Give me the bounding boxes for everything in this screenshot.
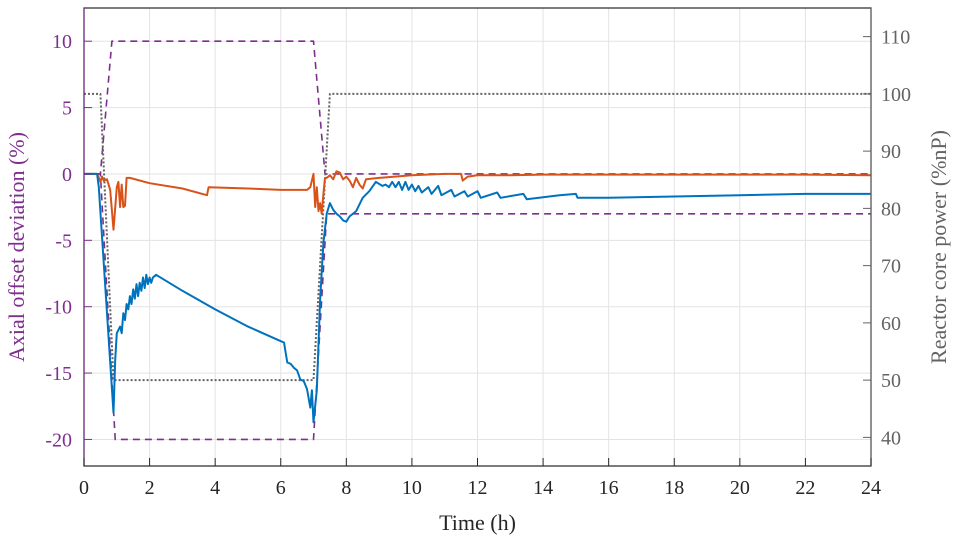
right-y-tick-label: 60 bbox=[881, 313, 901, 335]
x-tick-label: 8 bbox=[341, 477, 351, 499]
series-line-3 bbox=[84, 92, 871, 382]
right-y-tick-label: 50 bbox=[881, 370, 901, 392]
series-line-4 bbox=[84, 170, 872, 231]
x-tick-label: 20 bbox=[730, 477, 750, 499]
left-y-axis-title: Axial offset deviation (%) bbox=[4, 132, 29, 362]
x-tick-label: 4 bbox=[210, 477, 220, 499]
x-tick-label: 18 bbox=[664, 477, 684, 499]
x-tick-label: 10 bbox=[402, 477, 422, 499]
right-y-tick-label: 100 bbox=[881, 84, 911, 106]
x-tick-label: 6 bbox=[276, 477, 286, 499]
x-tick-label: 24 bbox=[861, 477, 881, 499]
x-tick-label: 2 bbox=[145, 477, 155, 499]
right-y-tick-label: 80 bbox=[881, 198, 901, 220]
grid-lines bbox=[84, 8, 871, 466]
series-line-5 bbox=[84, 172, 871, 424]
right-y-tick-label: 110 bbox=[881, 27, 910, 49]
x-axis-title: Time (h) bbox=[439, 510, 516, 535]
x-tick-label: 12 bbox=[468, 477, 488, 499]
series-line-2 bbox=[84, 173, 871, 441]
left-y-tick-label: -5 bbox=[55, 230, 72, 252]
left-y-tick-label: -15 bbox=[45, 363, 72, 385]
right-y-tick-label: 70 bbox=[881, 256, 901, 278]
x-tick-label: 16 bbox=[599, 477, 619, 499]
x-tick-label: 14 bbox=[533, 477, 553, 499]
right-y-axis-title: Reactor core power (%nP) bbox=[926, 130, 951, 364]
left-y-tick-label: -20 bbox=[45, 429, 72, 451]
left-y-tick-label: 0 bbox=[62, 164, 72, 186]
x-tick-label: 22 bbox=[795, 477, 815, 499]
left-y-tick-label: 5 bbox=[62, 98, 72, 120]
axis-ticks: 0 2 4 6 8 10 12 14 16 18 20 22 24-20-15-10-505104050… bbox=[45, 8, 911, 499]
right-y-tick-label: 40 bbox=[881, 427, 901, 449]
left-y-tick-label: -10 bbox=[45, 297, 72, 319]
x-tick-label: 0 bbox=[79, 477, 89, 499]
plot-series bbox=[84, 40, 872, 441]
left-y-tick-label: 10 bbox=[52, 31, 72, 53]
right-y-tick-label: 90 bbox=[881, 141, 901, 163]
